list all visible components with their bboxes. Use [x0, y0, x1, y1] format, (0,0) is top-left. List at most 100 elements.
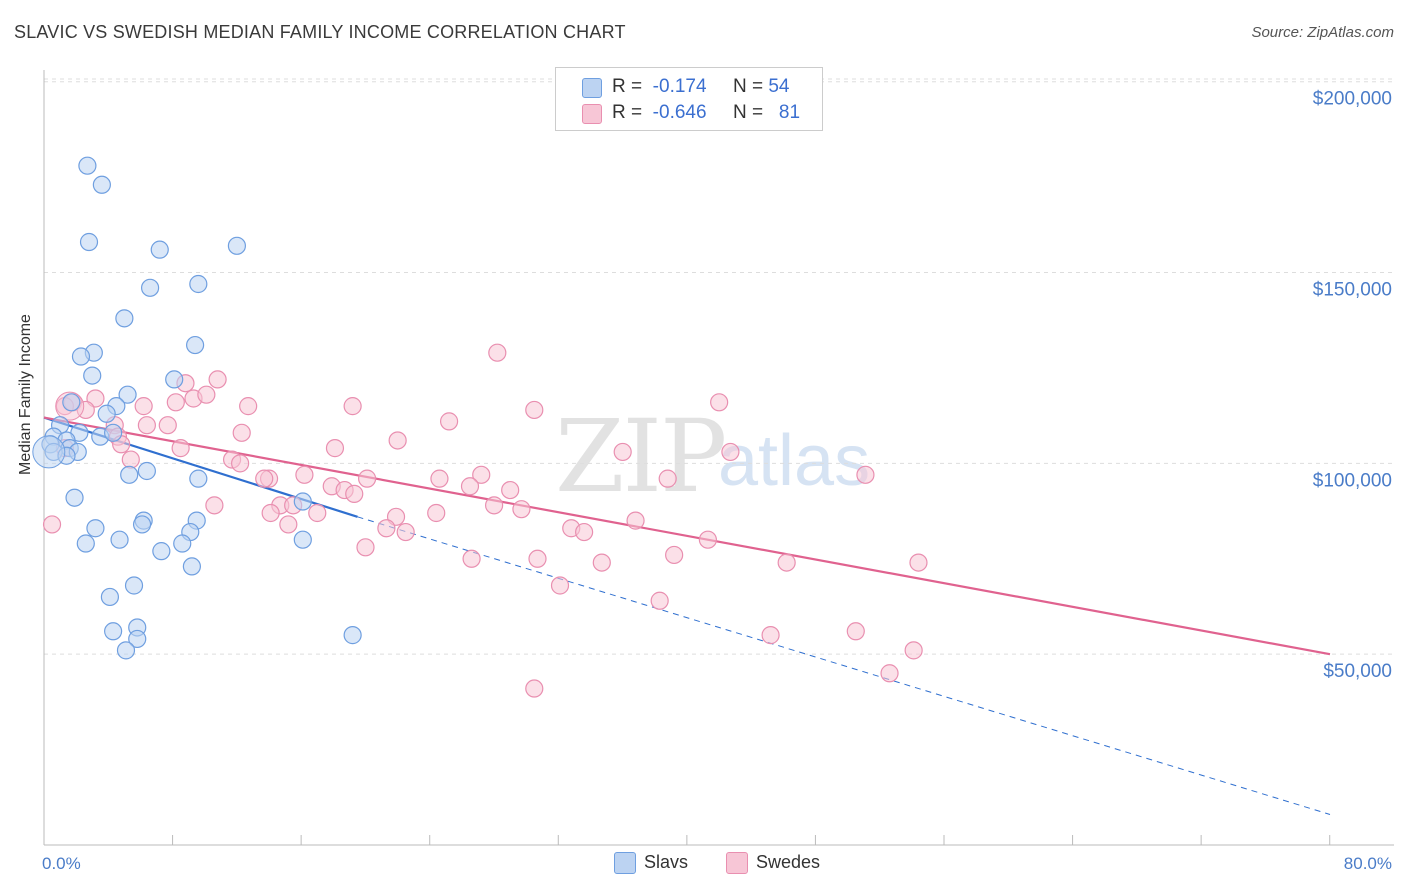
swedes-point-57	[575, 522, 594, 542]
swedes-point-13	[525, 400, 544, 420]
slavs-point-42	[152, 542, 171, 561]
swedes-point-4	[197, 385, 216, 404]
slavs-point-41	[76, 534, 95, 553]
swedes-point-47	[512, 500, 531, 519]
slavs-point-12	[165, 370, 184, 389]
tick-labels: $50,000 $100,000 $150,000 $200,000 0.0% 80.0%	[42, 89, 1392, 873]
swedes-point-61	[665, 545, 684, 565]
slavs-point-0	[78, 156, 97, 175]
swedes-point-63	[462, 549, 481, 568]
slavs-point-23	[104, 423, 123, 442]
swedes-point-68	[650, 591, 669, 610]
slavs-point-47	[104, 622, 123, 641]
swedes-point-18	[158, 416, 177, 435]
swedes-point-23	[171, 439, 190, 458]
slavs-point-8	[186, 335, 205, 355]
swedes-n-value: 81	[778, 102, 801, 123]
swedes-point-58	[396, 522, 415, 542]
slavs-r-value: -0.174	[652, 76, 707, 97]
swedes-points	[42, 343, 928, 698]
slavs-point-31	[65, 488, 84, 507]
slavs-point-36	[86, 519, 105, 538]
swedes-r-value: -0.646	[652, 102, 707, 123]
swedes-point-33	[430, 469, 449, 488]
swedes-point-24	[325, 439, 345, 458]
slavs-n-value: 54	[768, 76, 790, 97]
swedes-point-9	[134, 397, 153, 416]
slavs-point-45	[100, 587, 120, 607]
swedes-point-70	[846, 622, 865, 641]
watermark-zip: ZIP	[555, 398, 727, 515]
legend-n-label: N =	[732, 76, 764, 97]
y-tick-label-2: $150,000	[1313, 280, 1392, 301]
swedes-legend-label: Swedes	[756, 852, 821, 872]
slavs-point-28	[137, 461, 156, 481]
swedes-point-69	[761, 626, 780, 645]
swedes-point-64	[777, 553, 796, 572]
slavs-point-40	[293, 530, 312, 549]
slavs-point-29	[120, 465, 139, 484]
gridlines	[44, 78, 1394, 655]
slavs-point-4	[227, 236, 246, 255]
slavs-point-13	[118, 385, 137, 404]
swedes-point-0	[488, 343, 507, 362]
swedes-point-51	[308, 503, 327, 523]
slavs-swatch	[582, 78, 602, 98]
slavs-legend-label: Slavs	[644, 852, 689, 872]
swedes-point-37	[255, 469, 274, 488]
swedes-point-32	[472, 465, 491, 484]
bottom-legend-swedes: Swedes	[726, 852, 821, 875]
watermark-atlas: atlas	[718, 421, 871, 501]
swedes-point-71	[904, 641, 923, 660]
slavs-point-44	[124, 576, 144, 595]
swedes-point-42	[501, 480, 520, 500]
swedes-point-31	[358, 469, 377, 488]
swedes-point-43	[345, 484, 364, 503]
slavs-legend-swatch	[614, 852, 636, 875]
swedes-point-62	[528, 549, 547, 568]
slavs-point-50	[116, 641, 136, 660]
swedes-point-44	[485, 496, 504, 515]
slavs-point-49	[128, 629, 147, 649]
slavs-point-32	[293, 492, 312, 511]
chart-source: Source: ZipAtlas.com	[1251, 24, 1394, 41]
slavs-point-39	[173, 534, 192, 553]
trend-lines	[43, 416, 1331, 815]
swedes-trend-line	[43, 416, 1331, 656]
swedes-point-26	[721, 442, 740, 462]
swedes-point-15	[439, 412, 459, 431]
swedes-point-36	[856, 465, 875, 484]
slavs-point-large	[32, 435, 66, 469]
y-tick-label-3: $200,000	[1313, 89, 1392, 110]
swedes-point-65	[592, 553, 611, 572]
swedes-point-67	[550, 576, 570, 595]
swedes-point-11	[343, 397, 362, 416]
y-tick-label-1: $100,000	[1313, 470, 1392, 491]
slavs-point-7	[115, 309, 134, 328]
swedes-point-49	[427, 503, 446, 523]
swedes-point-8	[166, 393, 185, 412]
swedes-point-35	[295, 465, 314, 484]
swedes-point-17	[137, 416, 156, 435]
slavs-point-10	[71, 347, 91, 366]
swedes-point-41	[460, 477, 480, 496]
slavs-point-2	[79, 232, 99, 252]
swedes-point-59	[698, 530, 717, 549]
y-tick-label-0: $50,000	[1323, 661, 1392, 682]
slavs-point-14	[62, 393, 81, 412]
swedes-point-25	[613, 442, 632, 462]
legend-r-label: R =	[612, 76, 643, 97]
swedes-point-74	[42, 515, 62, 534]
swedes-point-66	[909, 553, 928, 572]
swedes-legend-swatch	[726, 852, 748, 875]
swedes-point-19	[232, 423, 251, 442]
slavs-point-1	[92, 175, 111, 194]
swedes-point-73	[525, 679, 544, 698]
legend-r-label: R =	[612, 102, 643, 123]
slavs-point-30	[189, 469, 208, 488]
slavs-point-43	[182, 557, 201, 576]
correlation-legend: R = -0.174 N = 54 R = -0.646 N = 81	[555, 67, 823, 131]
slavs-trend-extension	[357, 516, 1331, 815]
slavs-point-16	[97, 404, 116, 423]
